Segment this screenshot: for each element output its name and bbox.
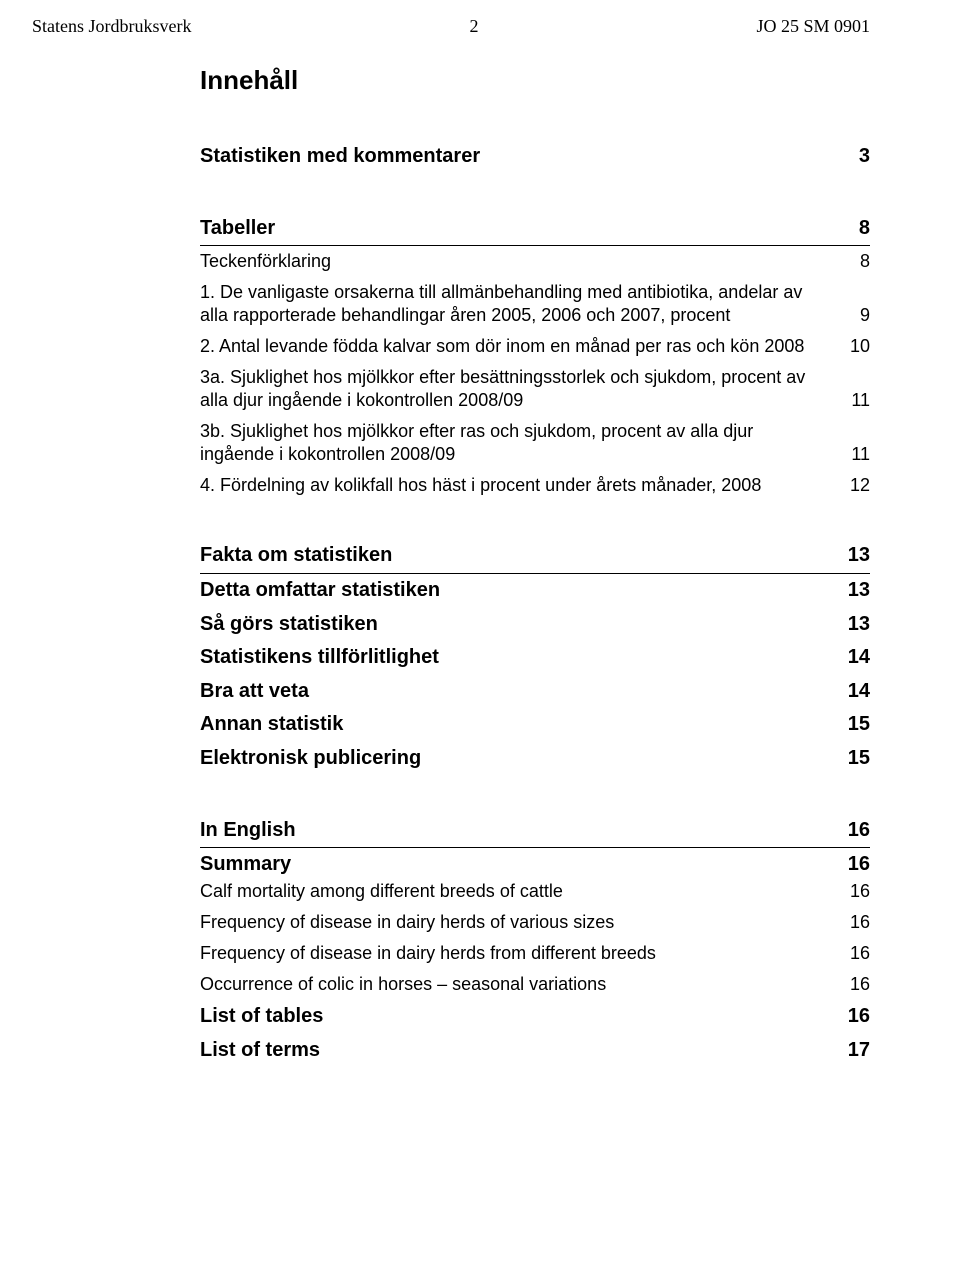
toc-item-page: 16 [842, 973, 870, 996]
toc-subsection-page: 15 [842, 746, 870, 772]
toc-item: 4. Fördelning av kolikfall hos häst i pr… [200, 474, 870, 497]
toc-item: Frequency of disease in dairy herds of v… [200, 911, 870, 934]
toc-item-label: Calf mortality among different breeds of… [200, 880, 818, 903]
toc-item: Occurrence of colic in horses – seasonal… [200, 973, 870, 996]
toc-subsection-label: List of tables [200, 1004, 818, 1030]
toc-subsection: Bra att veta 14 [200, 679, 870, 705]
toc-section: Statistiken med kommentarer 3 [200, 144, 870, 170]
header-right: JO 25 SM 0901 [756, 16, 870, 37]
toc-item: Frequency of disease in dairy herds from… [200, 942, 870, 965]
toc-section: In English 16 [200, 818, 870, 844]
toc-subsection: Detta omfattar statistiken 13 [200, 578, 870, 604]
toc-item-label: Teckenförklaring [200, 250, 818, 273]
content-area: Innehåll Statistiken med kommentarer 3 Tab… [0, 37, 960, 1063]
toc-section-page: 3 [842, 144, 870, 170]
toc-item: 3b. Sjuklighet hos mjölkkor efter ras oc… [200, 420, 870, 466]
toc-item-label: 1. De vanligaste orsakerna till allmänbe… [200, 281, 818, 327]
toc-subsection: Statistikens tillförlitlighet 14 [200, 645, 870, 671]
toc-subsection-label: Elektronisk publicering [200, 746, 818, 772]
toc-section-label: In English [200, 818, 818, 844]
toc-section-page: 8 [842, 216, 870, 242]
toc-subsection-page: 15 [842, 712, 870, 738]
toc-section-label: Fakta om statistiken [200, 543, 818, 569]
toc-subsection-label: Statistikens tillförlitlighet [200, 645, 818, 671]
toc-item-page: 16 [842, 911, 870, 934]
toc-item-label: 4. Fördelning av kolikfall hos häst i pr… [200, 474, 818, 497]
toc-item-page: 10 [842, 335, 870, 358]
toc-subsection-page: 17 [842, 1038, 870, 1064]
toc-item: 1. De vanligaste orsakerna till allmänbe… [200, 281, 870, 327]
page-header: Statens Jordbruksverk 2 JO 25 SM 0901 [0, 0, 960, 37]
header-left: Statens Jordbruksverk [32, 16, 191, 37]
toc-item-page: 16 [842, 880, 870, 903]
toc-subsection: Annan statistik 15 [200, 712, 870, 738]
toc-item-page: 8 [842, 250, 870, 273]
toc-item-label: 3a. Sjuklighet hos mjölkkor efter besätt… [200, 366, 818, 412]
toc-subsection: Elektronisk publicering 15 [200, 746, 870, 772]
toc-subsection-label: Så görs statistiken [200, 612, 818, 638]
toc-section: Tabeller 8 [200, 216, 870, 242]
toc-subsection-label: Detta omfattar statistiken [200, 578, 818, 604]
toc-item-label: Frequency of disease in dairy herds from… [200, 942, 818, 965]
section-rule [200, 245, 870, 246]
section-rule [200, 847, 870, 848]
toc-item-page: 11 [842, 443, 870, 466]
toc-item-label: 3b. Sjuklighet hos mjölkkor efter ras oc… [200, 420, 818, 466]
toc-subsection-label: Summary [200, 852, 818, 878]
toc-section-label: Statistiken med kommentarer [200, 144, 818, 170]
toc-section-label: Tabeller [200, 216, 818, 242]
toc-item: Calf mortality among different breeds of… [200, 880, 870, 903]
toc-subsection: List of terms 17 [200, 1038, 870, 1064]
toc-subsection: Summary 16 [200, 852, 870, 878]
toc-item-page: 16 [842, 942, 870, 965]
toc-subsection-page: 14 [842, 679, 870, 705]
toc-subsection-page: 16 [842, 852, 870, 878]
toc-subsection-label: List of terms [200, 1038, 818, 1064]
section-rule [200, 573, 870, 574]
toc-subsection-page: 13 [842, 612, 870, 638]
toc-item-label: Frequency of disease in dairy herds of v… [200, 911, 818, 934]
toc-subsection: List of tables 16 [200, 1004, 870, 1030]
toc-subsection-label: Annan statistik [200, 712, 818, 738]
toc-subsection: Så görs statistiken 13 [200, 612, 870, 638]
table-of-contents: Statistiken med kommentarer3Tabeller8Tec… [200, 144, 870, 1063]
page-title: Innehåll [200, 65, 870, 96]
toc-section-page: 13 [842, 543, 870, 569]
toc-section: Fakta om statistiken 13 [200, 543, 870, 569]
toc-item-page: 9 [842, 304, 870, 327]
toc-subsection-page: 14 [842, 645, 870, 671]
header-page-number: 2 [469, 16, 478, 37]
toc-item: Teckenförklaring 8 [200, 250, 870, 273]
toc-subsection-page: 13 [842, 578, 870, 604]
toc-item-page: 12 [842, 474, 870, 497]
toc-item-label: 2. Antal levande födda kalvar som dör in… [200, 335, 818, 358]
toc-item: 3a. Sjuklighet hos mjölkkor efter besätt… [200, 366, 870, 412]
toc-item-page: 11 [842, 389, 870, 412]
toc-subsection-label: Bra att veta [200, 679, 818, 705]
toc-item-label: Occurrence of colic in horses – seasonal… [200, 973, 818, 996]
toc-subsection-page: 16 [842, 1004, 870, 1030]
toc-section-page: 16 [842, 818, 870, 844]
toc-item: 2. Antal levande födda kalvar som dör in… [200, 335, 870, 358]
